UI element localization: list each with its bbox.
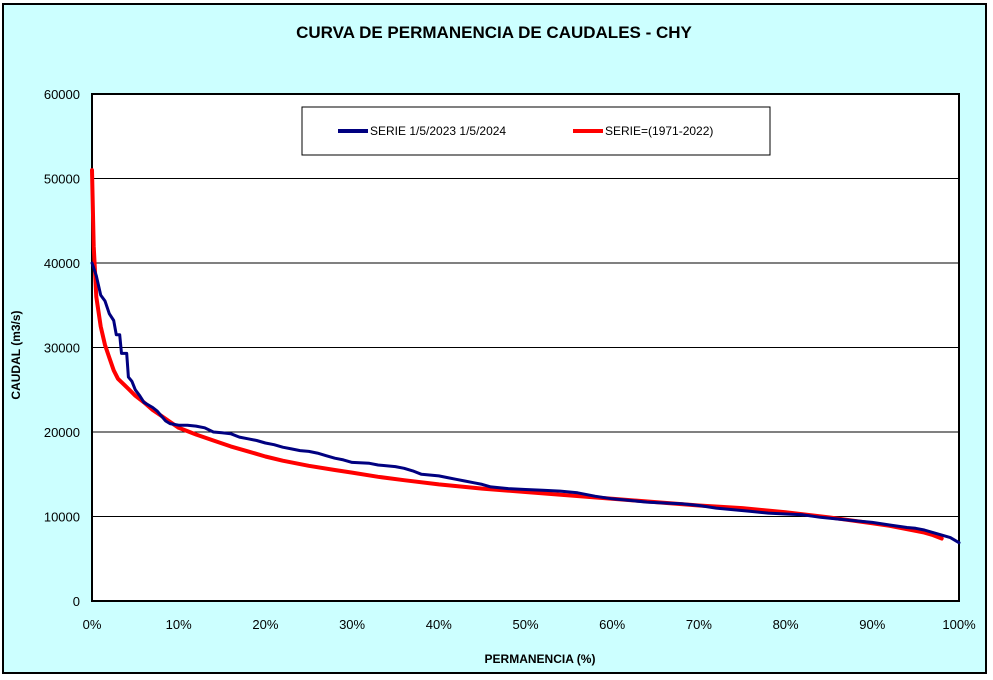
x-tick-label: 20%	[252, 617, 278, 632]
x-tick-label: 100%	[942, 617, 976, 632]
legend-box	[301, 106, 771, 156]
x-tick-label: 30%	[339, 617, 365, 632]
legend-label-serie-1971-2022: SERIE=(1971-2022)	[605, 124, 713, 138]
chart-title: CURVA DE PERMANENCIA DE CAUDALES - CHY	[296, 23, 692, 42]
legend-label-serie-2023: SERIE 1/5/2023 1/5/2024	[370, 124, 506, 138]
legend: SERIE 1/5/2023 1/5/2024 SERIE=(1971-2022…	[301, 106, 771, 156]
x-tick-label: 40%	[426, 617, 452, 632]
y-tick-label: 10000	[44, 510, 80, 525]
x-tick-label: 90%	[859, 617, 885, 632]
y-tick-label: 20000	[44, 425, 80, 440]
y-axis-title: CAUDAL (m3/s)	[9, 310, 23, 399]
x-tick-label: 0%	[83, 617, 102, 632]
x-tick-label: 60%	[599, 617, 625, 632]
y-tick-label: 0	[73, 594, 80, 609]
x-axis-title: PERMANENCIA (%)	[485, 652, 596, 666]
x-tick-labels: 0% 10% 20% 30% 40% 50% 60% 70% 80% 90% 100%	[83, 617, 976, 632]
y-tick-label: 60000	[44, 87, 80, 102]
x-tick-label: 50%	[512, 617, 538, 632]
y-tick-labels: 0 10000 20000 30000 40000 50000 60000	[44, 87, 80, 609]
y-tick-label: 30000	[44, 341, 80, 356]
y-tick-label: 50000	[44, 172, 80, 187]
chart-svg: CURVA DE PERMANENCIA DE CAUDALES - CHY 0…	[9, 23, 976, 666]
chart-frame: CURVA DE PERMANENCIA DE CAUDALES - CHY 0…	[2, 3, 987, 674]
x-tick-label: 80%	[773, 617, 799, 632]
series-lines	[90, 168, 961, 545]
x-tick-label: 70%	[686, 617, 712, 632]
y-tick-label: 40000	[44, 256, 80, 271]
series-line-serie-2023	[90, 261, 961, 545]
x-tick-label: 10%	[166, 617, 192, 632]
